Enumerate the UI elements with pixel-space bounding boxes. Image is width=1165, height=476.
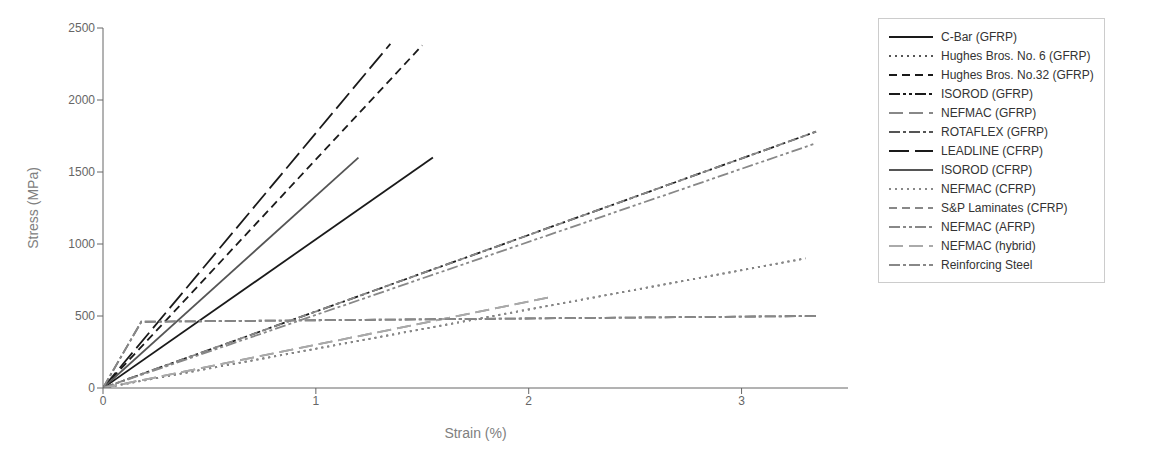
svg-text:1: 1 — [313, 394, 320, 408]
html-text:Reinforcing Steel: Reinforcing Steel — [941, 257, 1033, 272]
svg-text:3: 3 — [738, 394, 745, 408]
svg-text:Stress (MPa): Stress (MPa) — [25, 167, 41, 249]
svg-text:1000: 1000 — [68, 237, 95, 251]
html-text:NEFMAC (AFRP): NEFMAC (AFRP) — [941, 219, 1035, 234]
svg-text:Strain (%): Strain (%) — [444, 425, 506, 441]
html-text:Hughes Bros. No.32 (GFRP): Hughes Bros. No.32 (GFRP) — [941, 67, 1094, 82]
svg-text:0: 0 — [100, 394, 107, 408]
svg-text:500: 500 — [75, 309, 95, 323]
html-text:ROTAFLEX (GFRP): ROTAFLEX (GFRP) — [941, 124, 1049, 139]
html-text:NEFMAC (CFRP): NEFMAC (CFRP) — [941, 181, 1036, 196]
svg-text:2: 2 — [525, 394, 532, 408]
html-text:LEADLINE (CFRP): LEADLINE (CFRP) — [941, 143, 1043, 158]
html-text:ISOROD (GFRP): ISOROD (GFRP) — [941, 86, 1033, 101]
html-text:C-Bar (GFRP): C-Bar (GFRP) — [941, 29, 1017, 44]
html-text:S&P Laminates (CFRP): S&P Laminates (CFRP) — [941, 200, 1068, 215]
svg-text:2500: 2500 — [68, 21, 95, 35]
html-text:ISOROD (CFRP): ISOROD (CFRP) — [941, 162, 1033, 177]
html-text:NEFMAC (hybrid): NEFMAC (hybrid) — [941, 238, 1036, 253]
svg-text:1500: 1500 — [68, 165, 95, 179]
html-text:NEFMAC (GFRP): NEFMAC (GFRP) — [941, 105, 1037, 120]
svg-text:2000: 2000 — [68, 93, 95, 107]
svg-text:0: 0 — [88, 381, 95, 395]
html-text:Hughes Bros. No. 6 (GFRP): Hughes Bros. No. 6 (GFRP) — [941, 48, 1091, 63]
